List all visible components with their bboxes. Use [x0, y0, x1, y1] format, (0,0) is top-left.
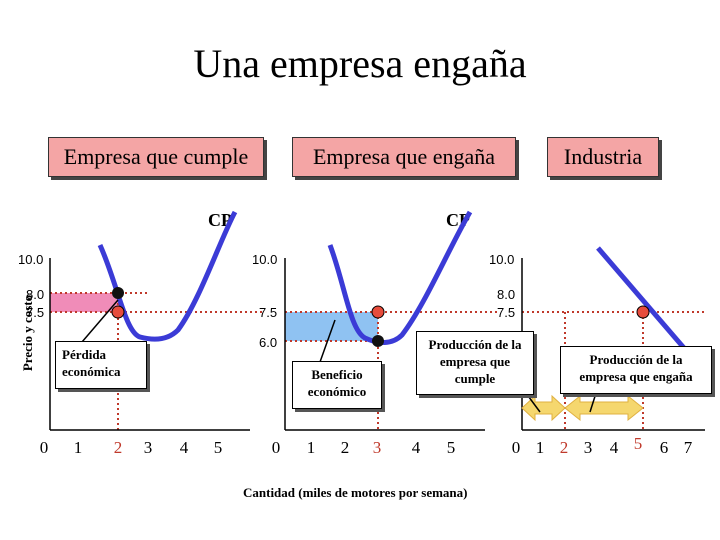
ytick-label: 10.0 — [489, 252, 515, 267]
ytick-label: 10.0 — [18, 252, 44, 267]
header-industry: Industria — [547, 137, 659, 177]
ytick-label: 6.0 — [259, 335, 278, 350]
demand-curve-industry — [596, 246, 692, 357]
xtick-label: 4 — [411, 438, 421, 457]
ytick-label: 7.5 — [497, 305, 516, 320]
point-industry — [636, 305, 650, 319]
xtick-label: 0 — [39, 438, 49, 457]
header-cheating-firm: Empresa que engaña — [292, 137, 516, 177]
xtick-label: 4 — [609, 438, 619, 457]
xtick-label: 0 — [511, 438, 521, 457]
xtick-label: 4 — [179, 438, 189, 457]
cost-point-cheating — [372, 335, 384, 347]
xtick-label: 5 — [213, 438, 223, 457]
loss-pointer — [81, 299, 119, 343]
xtick-label: 2 — [559, 438, 569, 457]
xtick-label: 5 — [446, 438, 456, 457]
x-axis-label: Cantidad (miles de motores por semana) — [243, 485, 468, 500]
loss-note: Pérdida económica — [55, 341, 147, 389]
xtick-label: 2 — [340, 438, 350, 457]
ytick-label: 7.5 — [26, 305, 45, 320]
ytick-label: 7.5 — [259, 305, 278, 320]
xtick-label: 0 — [271, 438, 281, 457]
header-compliant-firm: Empresa que cumple — [48, 137, 264, 177]
price-point-cheating — [371, 305, 385, 319]
slide-title: Una empresa engaña — [193, 41, 527, 86]
xtick-label: 3 — [143, 438, 153, 457]
cost-curve-compliant — [97, 210, 238, 342]
cost-curve-cheating — [327, 210, 473, 345]
cost-point-compliant — [111, 305, 125, 319]
compliant-output-arrow — [521, 394, 566, 422]
xtick-label: 3 — [372, 438, 382, 457]
xtick-label: 2 — [113, 438, 123, 457]
ytick-label: 8.0 — [497, 287, 516, 302]
profit-pointer — [319, 319, 336, 363]
xtick-label: 1 — [535, 438, 545, 457]
compliant-output-note: Producción de la empresa que cumple — [416, 331, 534, 395]
ytick-label: 8.0 — [26, 287, 45, 302]
xtick-label: 7 — [683, 438, 693, 457]
price-point-compliant — [112, 287, 124, 299]
cheating-output-note: Producción de la empresa que engaña — [560, 346, 712, 394]
xtick-label: 3 — [583, 438, 593, 457]
xtick-label: 1 — [73, 438, 83, 457]
profit-note: Beneficio económico — [292, 361, 382, 409]
cheating-output-arrow — [564, 394, 644, 422]
xtick-label: 6 — [659, 438, 669, 457]
ytick-label: 10.0 — [252, 252, 278, 267]
xtick-label: 1 — [306, 438, 316, 457]
xtick-label: 5 — [633, 434, 643, 453]
y-axis-label: Precio y costo — [20, 294, 35, 372]
loss-area — [50, 293, 119, 312]
